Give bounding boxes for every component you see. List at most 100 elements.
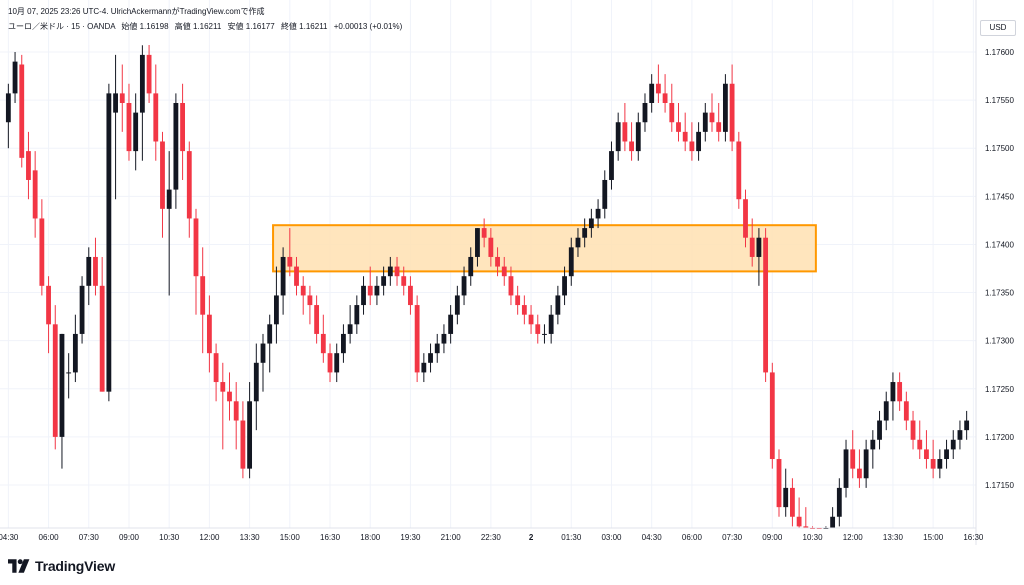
price-scale[interactable]: 1.17600 1.17550 1.17500 1.17450 1.17400 1.173… (985, 48, 1014, 490)
time-tick-label: 21:00 (441, 533, 462, 542)
candle-body (515, 295, 521, 306)
candle-body (662, 93, 668, 103)
candle-body (521, 305, 527, 315)
candle-body (635, 122, 641, 152)
candle-body (461, 276, 467, 296)
candle-up (575, 228, 581, 257)
candle-body (615, 122, 621, 152)
candle-body (200, 276, 206, 315)
candle-up (582, 218, 588, 248)
candle-down (19, 54, 25, 168)
candle-up (441, 324, 447, 354)
candle-down (495, 247, 500, 277)
candle-body (260, 343, 266, 363)
candle-up (542, 324, 547, 344)
candle-body (347, 324, 353, 334)
candle-down (307, 285, 313, 325)
candle-body (160, 141, 165, 209)
time-tick-label: 10:30 (159, 533, 180, 542)
time-tick-label: 06:00 (682, 533, 703, 542)
candle-down (515, 285, 521, 315)
candle-up (696, 122, 702, 161)
candle-down (240, 401, 246, 479)
candle-body (722, 83, 728, 132)
tradingview-logo-icon (8, 559, 30, 573)
candle-up (595, 199, 601, 229)
candle-body (863, 449, 869, 479)
tradingview-brand[interactable]: TradingView (8, 557, 115, 575)
candle-body (642, 102, 648, 123)
candle-down (26, 131, 31, 200)
candle-up (944, 439, 949, 469)
candle-body (743, 199, 748, 238)
candle-body (803, 526, 809, 528)
candle-up (555, 285, 561, 325)
candle-down (736, 131, 742, 209)
high-label: 高値 (175, 21, 191, 31)
candle-body (609, 151, 614, 180)
candle-body (602, 179, 608, 209)
price-tick-label: 1.17200 (985, 433, 1014, 442)
candle-up (66, 353, 72, 399)
candle-up (615, 112, 621, 161)
symbol-name: ユーロ／米ドル · 15 · OANDA (8, 21, 116, 31)
candle-down (39, 199, 45, 296)
candle-up (448, 305, 454, 344)
candle-body (883, 401, 889, 421)
candle-up (247, 382, 253, 479)
candle-down (153, 64, 159, 161)
candle-body (689, 141, 695, 152)
candle-down (655, 64, 661, 103)
candle-up (5, 83, 11, 149)
candle-body (307, 295, 313, 306)
candle-body (173, 102, 179, 190)
candle-body (314, 305, 320, 334)
candle-body (575, 237, 581, 248)
candle-up (863, 439, 869, 488)
candle-down (850, 430, 856, 479)
candle-down (233, 382, 239, 450)
candle-body (408, 285, 413, 306)
candle-down (213, 343, 219, 402)
price-tick-label: 1.17500 (985, 144, 1014, 153)
candle-down (193, 208, 199, 315)
candle-body (294, 266, 299, 286)
candle-body (582, 228, 588, 238)
candle-down (897, 372, 903, 411)
time-tick-label: 16:30 (320, 533, 341, 542)
candle-down (676, 102, 681, 142)
candle-down (401, 266, 407, 296)
time-tick-label: 15:00 (923, 533, 944, 542)
candle-up (836, 478, 842, 527)
time-tick-label: 15:00 (280, 533, 301, 542)
candle-up (642, 93, 648, 132)
currency-button[interactable]: USD (980, 20, 1016, 36)
time-tick-label: 10:30 (803, 533, 824, 542)
resistance-zone[interactable] (272, 224, 817, 273)
candle-up (883, 391, 889, 431)
candle-body (790, 487, 795, 517)
tradingview-brand-name: TradingView (35, 558, 116, 574)
candle-down (320, 314, 326, 363)
candle-body (468, 256, 474, 277)
candle-body (327, 353, 333, 373)
candle-up (783, 468, 789, 517)
candle-up (166, 151, 172, 296)
candle-down (200, 247, 206, 354)
candle-up (461, 266, 467, 306)
time-scale[interactable]: 04:30 06:00 07:30 09:00 10:30 12:00 13:30 15:00… (0, 533, 984, 542)
candle-down (99, 256, 105, 392)
candle-body (709, 112, 715, 123)
candle-body (26, 151, 31, 180)
candle-body (454, 295, 460, 315)
candle-up (722, 74, 728, 142)
candle-body (361, 285, 366, 306)
candle-down (227, 372, 232, 421)
symbol-legend[interactable]: ユーロ／米ドル · 15 · OANDA 始値 1.16198 高値 1.162… (8, 21, 403, 31)
candle-up (253, 343, 259, 431)
candle-up (361, 276, 366, 315)
candle-up (475, 228, 480, 267)
candle-body (528, 314, 534, 325)
candle-body (542, 333, 547, 335)
candle-body (950, 439, 956, 450)
